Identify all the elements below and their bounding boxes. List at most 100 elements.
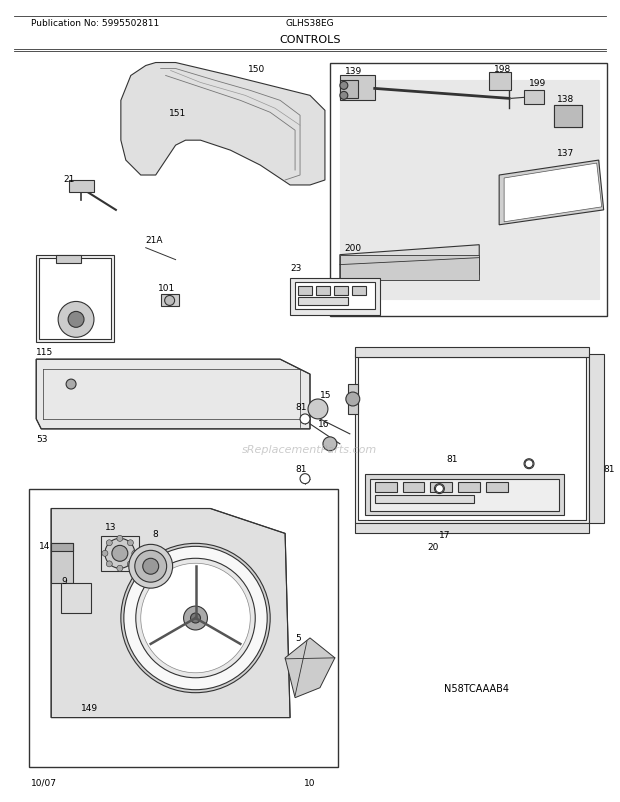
Circle shape [525,460,533,468]
Text: sReplacementParts.com: sReplacementParts.com [242,444,378,454]
Text: 9: 9 [61,576,67,585]
Bar [374,482,397,492]
Circle shape [141,564,250,673]
Bar [69,180,94,192]
Text: 81: 81 [295,403,306,412]
Circle shape [435,485,443,493]
Text: 101: 101 [157,284,175,293]
Bar [101,537,139,572]
Polygon shape [554,106,582,128]
Bar [430,482,453,492]
Text: 13: 13 [105,522,117,531]
Bar [161,295,179,307]
Polygon shape [504,164,601,222]
Bar [489,74,511,91]
Bar [524,91,544,105]
Circle shape [184,606,208,630]
Polygon shape [51,509,290,718]
Bar [334,286,348,296]
Text: 21A: 21A [146,236,163,245]
Circle shape [435,484,445,494]
Circle shape [135,551,167,582]
Text: 10/07: 10/07 [31,778,57,787]
Text: 115: 115 [36,347,53,356]
Circle shape [102,551,108,557]
Bar [402,482,425,492]
Bar [56,255,81,263]
Circle shape [106,561,112,567]
Text: 151: 151 [169,108,186,118]
Text: 5: 5 [295,634,301,642]
Text: 21: 21 [63,174,74,184]
Text: 17: 17 [440,530,451,539]
Text: 16: 16 [318,420,329,429]
Circle shape [106,540,112,546]
Circle shape [121,544,270,693]
Circle shape [129,545,172,589]
Bar [295,282,374,310]
Bar [39,258,111,340]
Polygon shape [340,245,479,280]
Bar [486,482,508,492]
Circle shape [300,474,310,484]
Circle shape [132,551,138,557]
Bar [589,354,604,524]
Bar [340,76,374,101]
Bar [355,348,589,358]
Text: 200: 200 [345,244,362,253]
Circle shape [340,92,348,100]
Circle shape [143,559,159,574]
Text: 139: 139 [345,67,362,76]
Bar [365,474,564,516]
Bar [29,489,338,768]
Bar [316,286,330,296]
Circle shape [124,547,267,690]
Text: 10: 10 [304,778,316,787]
Text: 199: 199 [529,79,546,88]
Polygon shape [340,81,599,300]
Circle shape [112,545,128,561]
Bar [352,286,366,296]
Bar [340,255,479,280]
Text: 149: 149 [81,703,98,712]
Bar [298,298,348,306]
Circle shape [68,312,84,328]
Text: 81: 81 [446,455,458,464]
Text: 23: 23 [290,264,301,273]
Polygon shape [36,360,310,429]
Circle shape [524,460,534,469]
Bar [330,63,606,317]
Text: N58TCAAAB4: N58TCAAAB4 [445,683,510,693]
Polygon shape [121,63,325,186]
Bar [51,544,73,552]
Text: 81: 81 [604,464,615,474]
Text: 15: 15 [320,390,332,399]
Bar [340,81,358,99]
Circle shape [190,614,200,623]
Text: 81: 81 [295,464,306,474]
Text: 14: 14 [39,541,51,550]
Bar [554,106,582,128]
Text: Publication No: 5995502811: Publication No: 5995502811 [31,19,159,28]
Circle shape [136,559,255,678]
Circle shape [117,536,123,541]
Text: 53: 53 [36,435,48,444]
Text: GLHS38EG: GLHS38EG [286,19,334,28]
Bar [348,385,358,415]
Circle shape [66,379,76,390]
Text: 138: 138 [557,95,574,103]
Text: 20: 20 [427,542,439,551]
Circle shape [128,561,133,567]
Circle shape [300,415,310,424]
Bar [36,255,114,342]
Circle shape [323,437,337,452]
Circle shape [105,539,135,569]
Bar [51,544,73,583]
Bar [358,358,586,520]
Bar [355,354,589,524]
Text: 137: 137 [557,148,574,157]
Bar [458,482,480,492]
Text: 8: 8 [153,529,159,538]
Polygon shape [499,161,604,225]
Text: 198: 198 [494,65,512,74]
